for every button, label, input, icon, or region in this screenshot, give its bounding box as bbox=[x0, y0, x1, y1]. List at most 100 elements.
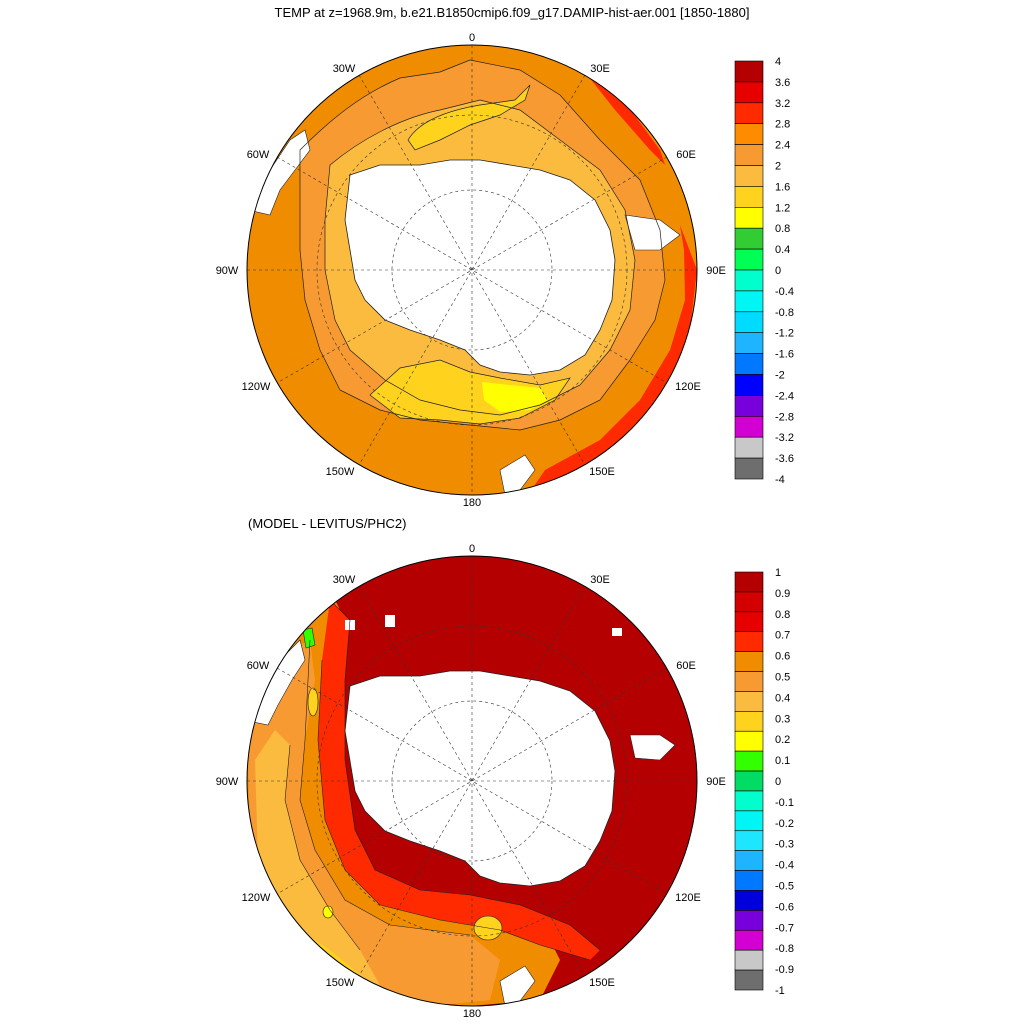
top-contours bbox=[299, 59, 666, 431]
bottom-colorbar-tick-label: 0.3 bbox=[775, 713, 790, 725]
top-colorbar-tick-label: 3.2 bbox=[775, 98, 790, 110]
top-colorbar-tick-label: 2.4 bbox=[775, 140, 790, 152]
top-band-1.2-1.6-north bbox=[408, 85, 530, 150]
top-colorbar-tick-label: -1.6 bbox=[775, 349, 794, 361]
top-lon-label-0: 0 bbox=[469, 32, 475, 44]
top-colorbar-swatch bbox=[734, 311, 764, 333]
top-colorbar-swatch bbox=[734, 436, 764, 459]
bottom-australia bbox=[629, 734, 676, 761]
bottom-colorbar-swatch bbox=[734, 611, 764, 633]
bottom-colorbar-swatch bbox=[734, 969, 764, 991]
top-lon-label-150w: 150W bbox=[326, 466, 355, 478]
bottom-antarctica bbox=[344, 670, 616, 887]
bottom-colorbar-swatch bbox=[734, 810, 764, 832]
bottom-colorbar-swatch bbox=[734, 691, 764, 712]
top-antarctica bbox=[344, 159, 616, 376]
bottom-colorbar-tick-label: -0.5 bbox=[775, 881, 794, 893]
top-south-america bbox=[247, 129, 311, 216]
bottom-lon-label-180: 180 bbox=[463, 1008, 481, 1020]
bottom-colorbar-swatch bbox=[734, 770, 764, 792]
bottom-colorbar-swatch bbox=[734, 890, 764, 911]
top-colorbar-tick-label: -4 bbox=[775, 474, 785, 486]
top-colorbar-tick-label: 0.8 bbox=[775, 223, 790, 235]
bottom-map-frame bbox=[246, 555, 698, 1007]
top-colorbar-swatch bbox=[734, 248, 764, 271]
top-colorbar-tick-label: -3.6 bbox=[775, 453, 794, 465]
top-colorbar-tick-label: -0.4 bbox=[775, 286, 794, 298]
top-colorbar-swatch bbox=[734, 374, 764, 396]
bottom-colorbar: 1 0.9 0.8 0.7 0.6 0.5 0.4 0.3 0.2 0.1 0 -0.1 -0.2 -0.… bbox=[734, 567, 794, 997]
top-lon-label-120e: 120E bbox=[675, 381, 701, 393]
bottom-colorbar-swatch bbox=[734, 591, 764, 613]
bottom-colorbar-tick-label: -0.6 bbox=[775, 901, 794, 913]
top-colorbar-tick-label: -2.4 bbox=[775, 390, 794, 402]
top-longitude-labels: 0 30E 60E 90E 120E 150E 180 150W 120W 90… bbox=[216, 32, 726, 509]
top-map bbox=[247, 45, 697, 495]
bottom-colorbar-swatch bbox=[734, 631, 764, 652]
top-colorbar-tick-label: 4 bbox=[775, 56, 781, 68]
top-colorbar-swatch bbox=[734, 353, 764, 375]
top-colorbar-swatch bbox=[734, 144, 764, 166]
top-colorbar-swatch bbox=[734, 227, 764, 250]
bottom-lon-label-90w: 90W bbox=[216, 776, 239, 788]
bottom-colorbar-tick-label: 0.8 bbox=[775, 609, 790, 621]
top-panel-title: TEMP at z=1968.9m, b.e21.B1850cmip6.f09_… bbox=[275, 5, 750, 20]
bottom-contours bbox=[284, 599, 601, 961]
top-colorbar-swatch bbox=[734, 269, 764, 292]
bottom-colorbar-tick-label: 1 bbox=[775, 567, 781, 579]
bottom-colorbar-tick-label: 0.5 bbox=[775, 672, 790, 684]
bottom-colorbar-tick-label: 0.2 bbox=[775, 734, 790, 746]
bottom-colorbar-tick-label: -0.7 bbox=[775, 922, 794, 934]
top-colorbar-tick-label: -0.8 bbox=[775, 307, 794, 319]
top-colorbar-tick-label: -2 bbox=[775, 370, 785, 382]
top-colorbar-tick-label: 1.2 bbox=[775, 202, 790, 214]
bottom-colorbar-swatch bbox=[734, 850, 764, 871]
top-colorbar-swatch bbox=[734, 165, 764, 187]
top-colorbar-tick-label: 2.8 bbox=[775, 119, 790, 131]
bottom-colorbar-tick-label: -0.4 bbox=[775, 860, 794, 872]
top-colorbar-swatch bbox=[734, 81, 764, 104]
top-lon-label-30w: 30W bbox=[333, 63, 356, 75]
top-lon-label-90e: 90E bbox=[706, 265, 726, 277]
bottom-colorbar-swatch bbox=[734, 730, 764, 752]
top-colorbar-swatch bbox=[734, 207, 764, 229]
top-lon-label-180: 180 bbox=[463, 497, 481, 509]
bottom-blob-yellow-3 bbox=[307, 687, 319, 717]
bottom-colorbar-swatch bbox=[734, 830, 764, 851]
bottom-colorbar-tick-label: -0.8 bbox=[775, 943, 794, 955]
top-colorbar-tick-label: 0.4 bbox=[775, 244, 790, 256]
bottom-new-zealand bbox=[499, 965, 536, 1006]
top-colorbar-swatch bbox=[734, 290, 764, 313]
bottom-colorbar-swatch bbox=[734, 929, 764, 951]
bottom-colorbar-tick-label: -0.2 bbox=[775, 818, 794, 830]
top-colorbar-tick-label: 0 bbox=[775, 265, 781, 277]
bottom-lon-label-0: 0 bbox=[469, 543, 475, 555]
bottom-colorbar-tick-label: -0.1 bbox=[775, 797, 794, 809]
bottom-colorbar-swatch bbox=[734, 790, 764, 812]
top-colorbar-tick-label: 2 bbox=[775, 161, 781, 173]
top-colorbar: 4 3.6 3.2 2.8 2.4 2 1.6 1.2 0.8 0.4 0 -0.4 -0.8 -1.2 -… bbox=[734, 56, 794, 486]
top-lon-label-30e: 30E bbox=[590, 63, 610, 75]
top-colorbar-swatch bbox=[734, 332, 764, 354]
top-colorbar-swatch bbox=[734, 102, 764, 125]
top-new-zealand bbox=[499, 454, 536, 495]
top-colorbar-tick-label: -1.2 bbox=[775, 328, 794, 340]
bottom-colorbar-swatch bbox=[734, 671, 764, 692]
top-band-3.2-3.6-east bbox=[585, 72, 665, 165]
bottom-colorbar-swatch bbox=[734, 870, 764, 891]
top-colorbar-tick-label: 1.6 bbox=[775, 181, 790, 193]
bottom-lon-label-90e: 90E bbox=[706, 776, 726, 788]
bottom-colorbar-tick-label: -0.3 bbox=[775, 839, 794, 851]
bottom-colorbar-swatch bbox=[734, 711, 764, 732]
bottom-panel-title: (MODEL - LEVITUS/PHC2) bbox=[248, 516, 406, 531]
bottom-longitude-labels: 0 30E 60E 90E 120E 150E 180 150W 120W 90… bbox=[216, 543, 726, 1020]
top-colorbar-swatch bbox=[734, 60, 764, 83]
top-colorbar-swatch bbox=[734, 123, 764, 145]
top-band-0.8-1.2 bbox=[482, 382, 548, 412]
bottom-colorbar-tick-label: 0.4 bbox=[775, 692, 790, 704]
top-lon-label-120w: 120W bbox=[242, 381, 271, 393]
top-colorbar-tick-label: -2.8 bbox=[775, 411, 794, 423]
bottom-blob-green bbox=[302, 627, 316, 649]
bottom-colorbar-swatch bbox=[734, 571, 764, 593]
